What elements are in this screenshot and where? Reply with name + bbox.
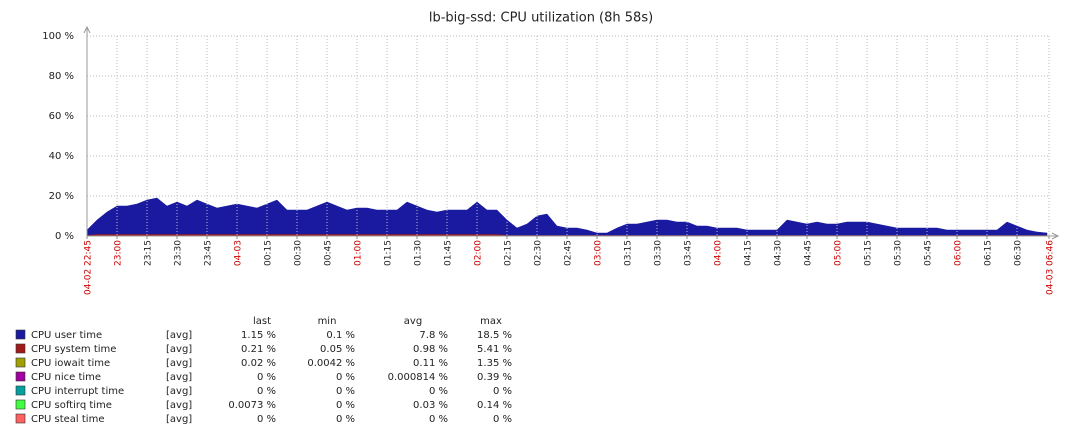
x-tick-label: 00:30	[294, 240, 304, 266]
x-tick-label: 03:30	[654, 240, 664, 266]
x-tick-label: 04:00	[714, 240, 724, 266]
x-tick-label: 05:30	[894, 240, 904, 266]
legend-func: [avg]	[166, 358, 192, 369]
legend-stat: 0.02 %	[241, 358, 276, 369]
legend-func: [avg]	[166, 414, 192, 425]
legend-stat: 0 %	[336, 386, 355, 397]
legend-stat: 0 %	[257, 386, 276, 397]
legend-stat: 0.0042 %	[307, 358, 355, 369]
legend-swatch	[15, 329, 26, 340]
legend-label: CPU nice time	[31, 372, 101, 383]
x-tick-label: 04-03 06:46	[1046, 240, 1056, 295]
legend-stat: 0.03 %	[413, 400, 448, 411]
legend-header: avg	[404, 316, 422, 327]
y-tick-label: 60 %	[49, 111, 74, 122]
x-tick-label: 04:15	[744, 240, 754, 266]
legend-stat: 0.39 %	[477, 372, 512, 383]
x-tick-label: 04:45	[804, 240, 814, 266]
legend-swatch	[15, 371, 26, 382]
y-tick-label: 0 %	[55, 231, 74, 242]
x-tick-label: 23:45	[204, 240, 214, 266]
x-tick-label: 01:30	[414, 240, 424, 266]
legend-func: [avg]	[166, 386, 192, 397]
x-tick-label: 02:15	[504, 240, 514, 266]
legend-label: CPU interrupt time	[31, 386, 124, 397]
x-tick-label: 02:30	[534, 240, 544, 266]
legend-swatch	[15, 357, 26, 368]
legend-stat: 1.35 %	[477, 358, 512, 369]
x-tick-label: 03:45	[684, 240, 694, 266]
x-tick-label: 01:15	[384, 240, 394, 266]
x-tick-label: 23:00	[114, 240, 124, 266]
y-tick-label: 40 %	[49, 151, 74, 162]
legend-stat: 1.15 %	[241, 330, 276, 341]
legend-func: [avg]	[166, 330, 192, 341]
chart-title: lb-big-ssd: CPU utilization (8h 58s)	[429, 11, 653, 26]
legend-stat: 0 %	[257, 372, 276, 383]
legend-label: CPU softirq time	[31, 400, 112, 411]
x-tick-label: 00:45	[324, 240, 334, 266]
legend-swatch	[15, 343, 26, 354]
x-tick-label: 04:30	[774, 240, 784, 266]
legend-func: [avg]	[166, 372, 192, 383]
legend-stat: 0.000814 %	[388, 372, 448, 383]
x-tick-label: 05:15	[864, 240, 874, 266]
legend-swatch	[15, 399, 26, 410]
legend-stat: 0 %	[257, 414, 276, 425]
x-tick-label: 06:00	[954, 240, 964, 266]
x-tick-label: 05:45	[924, 240, 934, 266]
legend-stat: 0.0073 %	[228, 400, 276, 411]
legend-header: max	[480, 316, 502, 327]
legend-label: CPU system time	[31, 344, 116, 355]
y-tick-label: 80 %	[49, 71, 74, 82]
legend-func: [avg]	[166, 400, 192, 411]
legend-stat: 0 %	[336, 372, 355, 383]
legend-label: CPU iowait time	[31, 358, 110, 369]
legend-func: [avg]	[166, 344, 192, 355]
x-tick-label: 06:15	[984, 240, 994, 266]
x-tick-label: 05:00	[834, 240, 844, 266]
legend-stat: 0.98 %	[413, 344, 448, 355]
legend-label: CPU user time	[31, 330, 102, 341]
legend-stat: 0.1 %	[326, 330, 355, 341]
legend-stat: 0 %	[336, 400, 355, 411]
legend-swatch	[15, 385, 26, 396]
legend-stat: 5.41 %	[477, 344, 512, 355]
x-tick-label: 01:00	[354, 240, 364, 266]
legend-stat: 0 %	[429, 414, 448, 425]
legend-stat: 18.5 %	[477, 330, 512, 341]
x-tick-label: 04-02 22:45	[84, 240, 94, 295]
x-tick-label: 23:30	[174, 240, 184, 266]
legend-stat: 7.8 %	[419, 330, 448, 341]
y-axis-arrow	[83, 25, 91, 34]
legend-stat: 0 %	[336, 414, 355, 425]
x-tick-label: 01:45	[444, 240, 454, 266]
x-tick-label: 02:00	[474, 240, 484, 266]
x-axis-arrow	[1051, 232, 1060, 240]
x-tick-label: 06:30	[1014, 240, 1024, 266]
legend-swatch	[15, 413, 26, 424]
x-tick-label: 04-03	[234, 240, 244, 266]
legend-header: min	[318, 316, 337, 327]
x-tick-label: 00:15	[264, 240, 274, 266]
x-tick-label: 03:15	[624, 240, 634, 266]
legend-stat: 0 %	[429, 386, 448, 397]
legend-stat: 0.14 %	[477, 400, 512, 411]
legend-stat: 0 %	[493, 386, 512, 397]
x-tick-label: 23:15	[144, 240, 154, 266]
legend-stat: 0.21 %	[241, 344, 276, 355]
x-tick-label: 02:45	[564, 240, 574, 266]
legend-stat: 0.11 %	[413, 358, 448, 369]
legend-stat: 0 %	[493, 414, 512, 425]
y-tick-label: 100 %	[42, 31, 74, 42]
legend-header: last	[253, 316, 271, 327]
legend-label: CPU steal time	[31, 414, 104, 425]
y-tick-label: 20 %	[49, 191, 74, 202]
legend-stat: 0.05 %	[320, 344, 355, 355]
x-tick-label: 03:00	[594, 240, 604, 266]
